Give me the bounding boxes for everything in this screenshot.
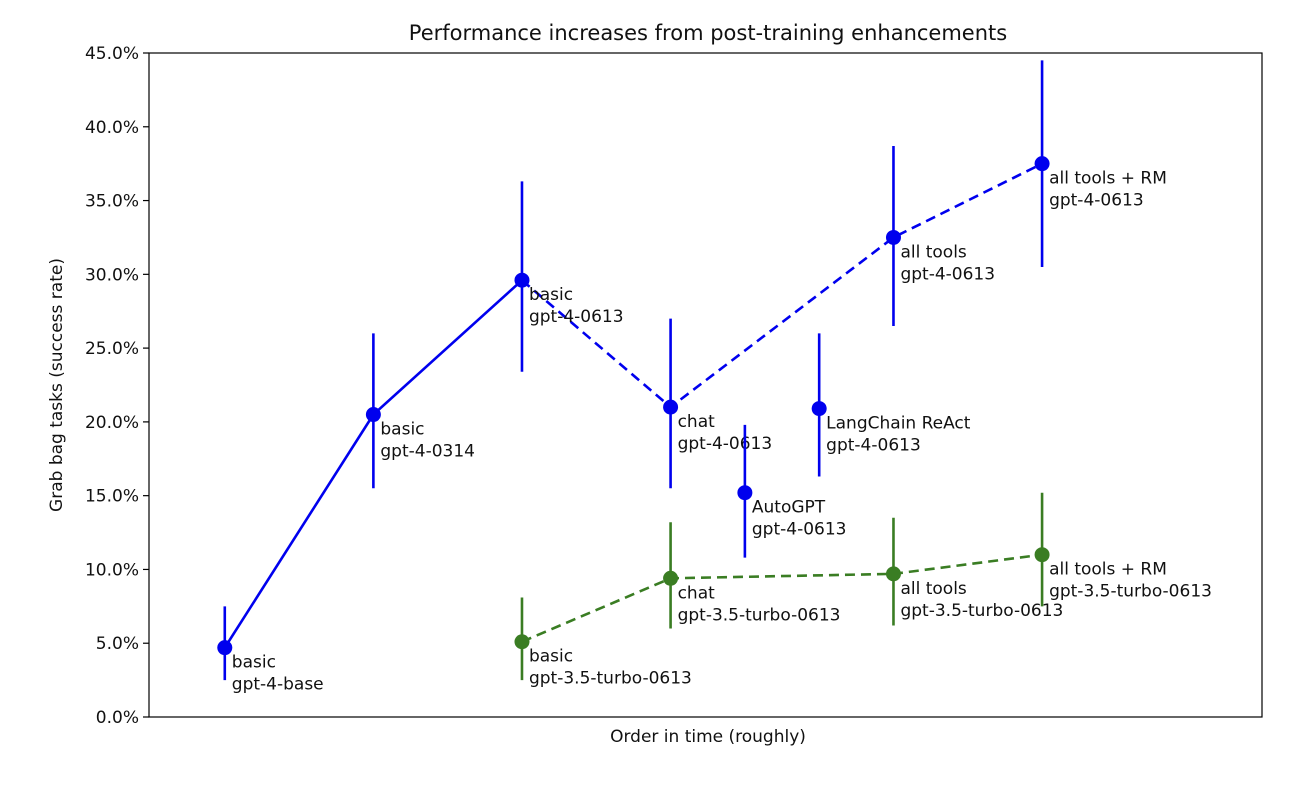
data-label: all tools + RM xyxy=(1049,169,1167,189)
data-label: LangChain ReAct xyxy=(826,414,971,434)
data-point xyxy=(514,272,530,288)
plot-frame xyxy=(148,52,1263,718)
data-label: chat xyxy=(678,412,716,432)
y-tick-label: 20.0% xyxy=(85,413,139,433)
data-point xyxy=(514,634,530,650)
data-point xyxy=(737,485,753,501)
data-point xyxy=(1034,547,1050,563)
data-label: basic xyxy=(380,420,424,440)
data-label: chat xyxy=(678,583,716,603)
data-label: gpt-4-0613 xyxy=(826,436,921,456)
data-point xyxy=(365,407,381,423)
series-line-gpt-3.5-turbo xyxy=(521,553,1043,643)
y-tick-label: 25.0% xyxy=(85,339,139,359)
data-label: all tools + RM xyxy=(1049,560,1167,580)
y-axis-label: Grab bag tasks (success rate) xyxy=(47,258,67,512)
y-tick-label: 10.0% xyxy=(85,560,139,580)
x-axis-label: Order in time (roughly) xyxy=(610,727,806,747)
data-label: gpt-4-0613 xyxy=(529,307,624,327)
data-label: gpt-3.5-turbo-0613 xyxy=(529,669,692,689)
data-label: gpt-4-0314 xyxy=(380,442,475,462)
data-point xyxy=(885,566,901,582)
y-tick-label: 45.0% xyxy=(85,44,139,64)
data-label: gpt-4-0613 xyxy=(752,520,847,540)
data-label: basic xyxy=(529,285,573,305)
y-tick-label: 5.0% xyxy=(96,634,139,654)
data-label: gpt-4-0613 xyxy=(900,264,995,284)
series-line-gpt-4 xyxy=(521,162,1043,409)
data-point xyxy=(663,570,679,586)
y-tick-label: 40.0% xyxy=(85,118,139,138)
y-tick-label: 30.0% xyxy=(85,265,139,285)
data-point xyxy=(663,399,679,415)
data-label: gpt-3.5-turbo-0613 xyxy=(678,605,841,625)
data-point xyxy=(217,640,233,656)
data-label: AutoGPT xyxy=(752,498,826,518)
y-tick-label: 15.0% xyxy=(85,487,139,507)
y-tick-label: 35.0% xyxy=(85,192,139,212)
data-label: gpt-4-0613 xyxy=(678,434,773,454)
data-point xyxy=(885,229,901,245)
data-label: all tools xyxy=(900,242,966,262)
data-label: gpt-4-base xyxy=(232,675,324,695)
data-label: all tools xyxy=(900,579,966,599)
data-label: gpt-3.5-turbo-0613 xyxy=(1049,582,1212,602)
data-label: basic xyxy=(232,653,276,673)
data-point xyxy=(1034,156,1050,172)
chart-title: Performance increases from post-training… xyxy=(409,21,1007,45)
data-label: gpt-4-0613 xyxy=(1049,191,1144,211)
data-label: gpt-3.5-turbo-0613 xyxy=(900,601,1063,621)
data-point xyxy=(811,401,827,417)
data-label: basic xyxy=(529,647,573,667)
y-tick-label: 0.0% xyxy=(96,708,139,728)
